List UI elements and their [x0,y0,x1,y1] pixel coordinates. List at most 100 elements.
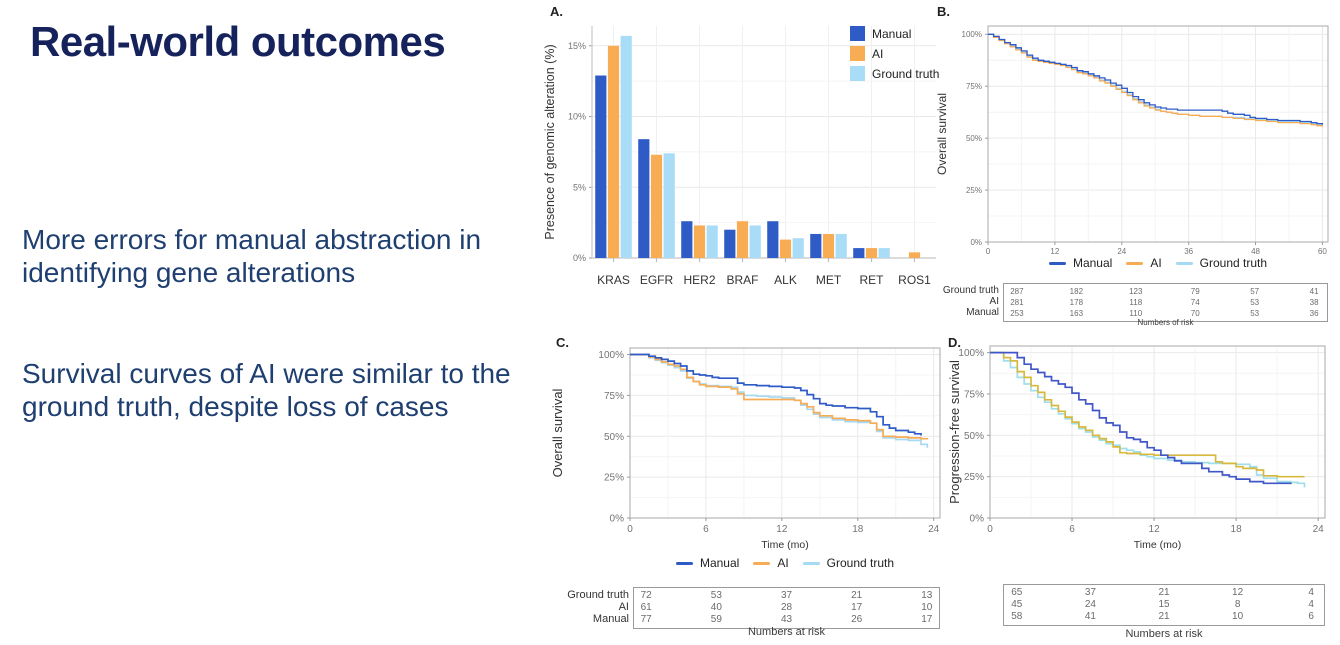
svg-text:0%: 0% [970,238,982,247]
risk-table-cell: 70 [1190,309,1200,318]
risk-table-cell: 53 [1250,309,1260,318]
legend-label: Ground truth [1199,256,1268,270]
risk-table-cell: 182 [1069,287,1084,296]
bar-chart-genomic-alterations: 0% 5% 10% 15% Presence of genomic alteration… [543,26,936,287]
risk-table-cell: 10 [1232,611,1244,622]
svg-text:50%: 50% [964,431,984,442]
risk-table-cell: 4 [1308,599,1314,610]
svg-text:36: 36 [1184,247,1193,256]
risk-table-cell: 26 [851,614,863,625]
risk-table-cell: 40 [710,602,722,613]
risk-table-row: 77 59 43 26 17 [634,614,939,626]
risk-table-cell: 41 [1309,287,1319,296]
legend-item-ground-truth: Ground truth [802,556,895,570]
risk-table-cell: 12 [1232,587,1244,598]
risk-table-row: 45 24 15 8 4 [1004,599,1324,611]
legend-label: Ground truth [826,556,895,570]
risk-table-row: 72 53 37 21 13 [634,590,939,602]
risk-table-cell: 17 [921,614,933,625]
risk-table-cell: 53 [1250,298,1260,307]
risk-table-cell: 77 [640,614,652,625]
legend-label: Manual [699,556,740,570]
legend-swatch [1126,261,1144,265]
risk-table-cell: 37 [1084,587,1096,598]
risk-table-cell: 65 [1011,587,1023,598]
risk-table-cell: 281 [1010,298,1024,307]
svg-text:25%: 25% [966,186,982,195]
risk-row-label: AI [618,601,629,613]
risk-table-row: 65 37 21 12 4 [1004,587,1324,599]
svg-text:24: 24 [1313,524,1325,535]
risk-table-row: 287 182 123 79 57 41 [1004,286,1327,297]
svg-text:12: 12 [776,524,788,535]
svg-text:ALK: ALK [774,273,797,287]
risk-table-row-labels: Ground truth AI Manual [932,285,999,318]
risk-table-cell: 38 [1309,298,1319,307]
svg-text:ROS1: ROS1 [898,273,931,287]
legend-label: AI [1150,256,1162,270]
panel-b-label: B. [937,4,950,19]
svg-text:Time (mo): Time (mo) [761,539,808,551]
svg-text:10%: 10% [568,112,586,122]
survival-chart-overall-24mo: 0% 25% 50% 75% 100% Overall survival 0 6 12 18 24 T… [550,347,941,551]
svg-text:KRAS: KRAS [597,273,630,287]
panel-c-label: C. [556,335,569,350]
legend-item-ground-truth: Ground truth [850,66,939,81]
legend-label: AI [777,556,789,570]
risk-table-cell: 110 [1129,309,1143,318]
risk-table-cell: 41 [1084,611,1096,622]
risk-table-row: 281 178 118 74 53 38 [1004,297,1327,308]
legend-label: Manual [1072,256,1113,270]
risk-table-cell: 28 [780,602,793,613]
svg-text:50%: 50% [966,134,982,143]
legend-label: Ground truth [872,66,940,81]
svg-text:100%: 100% [962,30,982,39]
risk-row-label: Ground truth [567,589,629,601]
svg-text:100%: 100% [598,350,624,361]
risk-table-cell: 59 [710,614,722,625]
bullet-manual-errors: More errors for manual abstraction in id… [22,224,482,288]
risk-table-cell: 163 [1069,309,1084,318]
risk-table-b: Ground truth AI Manual 287 182 123 79 57 41 281 17… [932,280,1338,330]
svg-text:0: 0 [986,247,991,256]
svg-text:50%: 50% [604,432,624,443]
legend-label: AI [872,46,884,61]
panel-d-label: D. [948,335,961,350]
bullet-survival-curves: Survival curves of AI were similar to th… [22,358,511,422]
risk-table-cell: 53 [710,590,722,601]
svg-text:75%: 75% [964,389,984,400]
legend-item-manual: Manual [675,556,740,570]
svg-text:18: 18 [1231,524,1243,535]
risk-table-cell: 74 [1190,298,1200,307]
svg-text:Time (mo): Time (mo) [1134,539,1181,551]
risk-table-values: 72 53 37 21 13 61 40 28 17 10 77 59 43 26 17 [633,587,940,629]
page-title: Real-world outcomes [30,18,446,65]
svg-text:6: 6 [703,524,709,535]
risk-table-row: 61 40 28 17 10 [634,602,939,614]
svg-text:5%: 5% [573,182,586,192]
risk-table-b-caption: Numbers of risk [1137,318,1194,327]
risk-table-values: 65 37 21 12 4 45 24 15 8 4 58 41 21 10 6 [1003,584,1325,626]
svg-text:24: 24 [928,524,940,535]
risk-table-row-labels: Ground truth AI Manual [548,589,629,625]
bar-chart-legend: Manual AI Ground truth [850,26,939,81]
svg-text:12: 12 [1050,247,1059,256]
svg-text:0: 0 [627,524,633,535]
svg-text:100%: 100% [958,348,984,359]
risk-table-cell: 17 [851,602,863,613]
risk-table-cell: 178 [1069,298,1084,307]
svg-text:0%: 0% [573,253,586,263]
svg-text:18: 18 [852,524,864,535]
svg-text:12: 12 [1149,524,1161,535]
risk-table-cell: 43 [780,614,793,625]
risk-table-cell: 36 [1309,309,1319,318]
risk-table-row: 58 41 21 10 6 [1004,611,1324,623]
survival-chart-overall-60mo: 0% 25% 50% 75% 100% Overall survival 0 12 24 36 48… [935,25,1329,256]
legend-label: Manual [872,26,912,41]
risk-table-row: 253 163 110 70 53 36 [1004,308,1327,319]
legend-item-manual: Manual [850,26,911,41]
svg-text:0: 0 [987,524,993,535]
legend-item-manual: Manual [1048,256,1113,270]
survival-chart-c-legend: Manual AI Ground truth [630,556,940,570]
